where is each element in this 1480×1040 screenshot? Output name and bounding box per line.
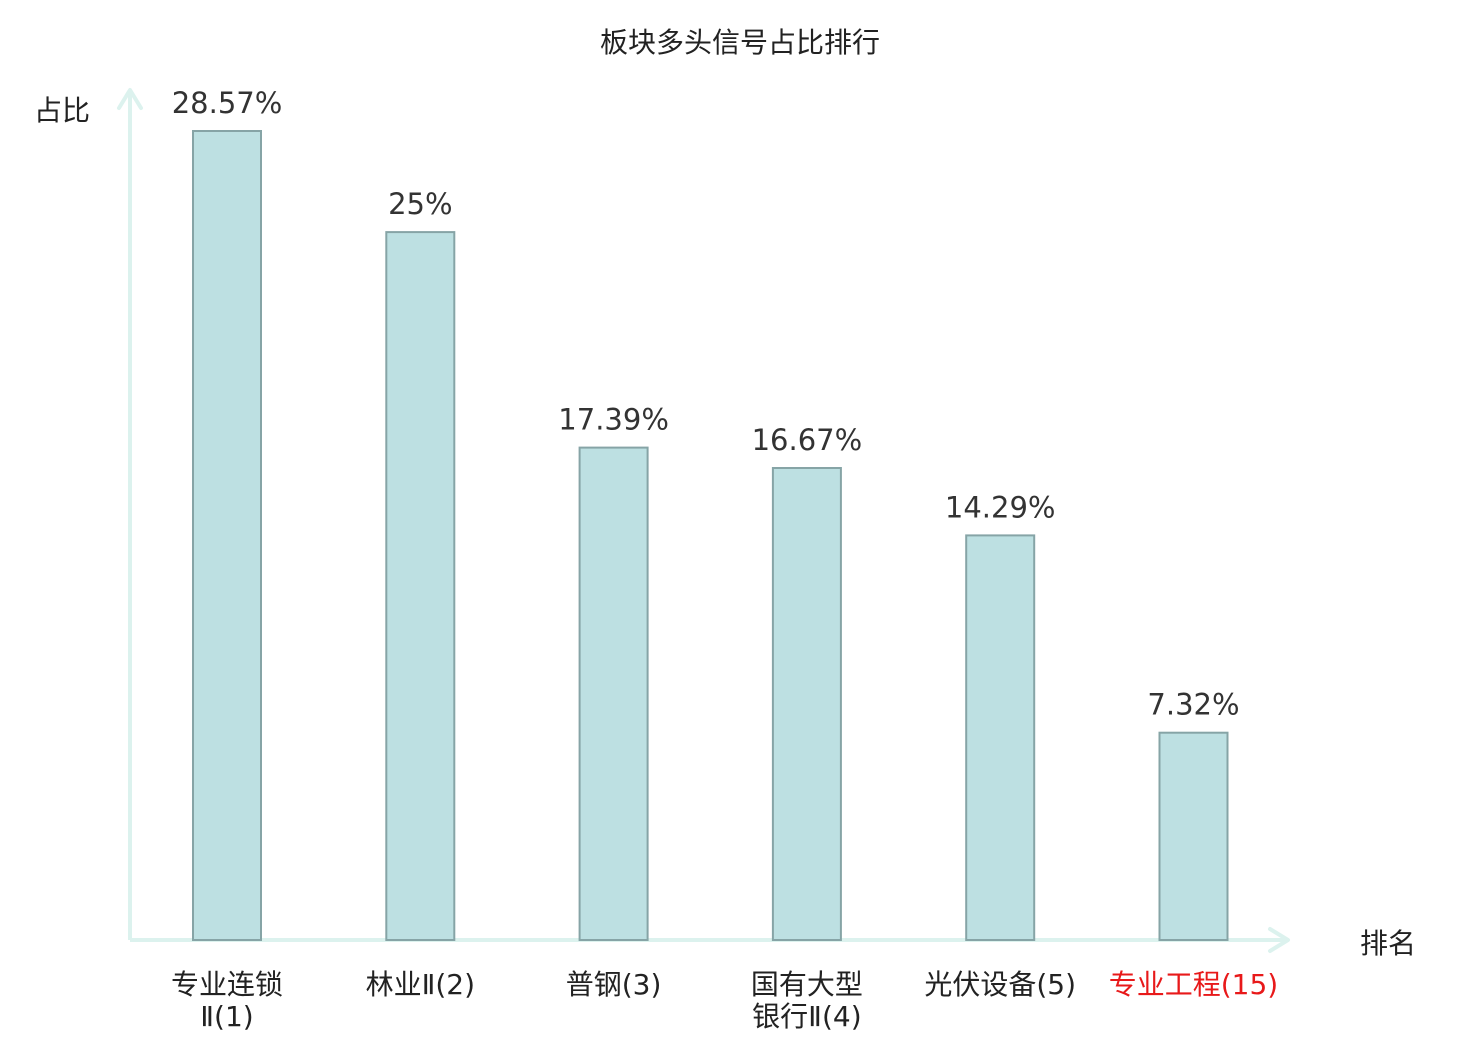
x-tick-label: 光伏设备(5) xyxy=(924,968,1076,1001)
bar xyxy=(385,231,456,942)
x-tick-label: 专业连锁 xyxy=(171,968,283,1001)
x-tick-label: 国有大型 xyxy=(751,968,863,1001)
x-axis-label: 排名 xyxy=(1360,927,1416,960)
bar xyxy=(192,130,262,941)
value-labels-group: 28.57% 25% 17.39% 16.67% 14.29% 7.32% xyxy=(172,86,1240,722)
bar xyxy=(965,534,1036,942)
x-tick-label: 银行Ⅱ(4) xyxy=(752,1000,861,1033)
bar xyxy=(1158,731,1229,942)
bar-value-label: 28.57% xyxy=(172,86,283,120)
x-tick-label: Ⅱ(1) xyxy=(200,1000,253,1033)
bar-value-label: 7.32% xyxy=(1147,688,1239,722)
bar xyxy=(578,446,649,941)
y-axis-label: 占比 xyxy=(34,94,90,127)
bar-value-label: 16.67% xyxy=(752,423,863,457)
x-tick-label: 专业工程(15) xyxy=(1109,968,1278,1001)
bar xyxy=(771,467,842,941)
bar-value-label: 17.39% xyxy=(558,403,669,437)
x-axis-arrow-icon xyxy=(1268,927,1290,953)
y-axis-arrow-icon xyxy=(117,88,143,110)
axes xyxy=(117,88,1290,953)
bars-group xyxy=(192,130,1229,942)
chart-title: 板块多头信号占比排行 xyxy=(600,26,880,59)
x-tick-label: 林业Ⅱ(2) xyxy=(366,968,475,1001)
bar-value-label: 14.29% xyxy=(945,490,1056,524)
x-tick-label: 普钢(3) xyxy=(566,968,662,1001)
bar-value-label: 25% xyxy=(388,187,452,221)
